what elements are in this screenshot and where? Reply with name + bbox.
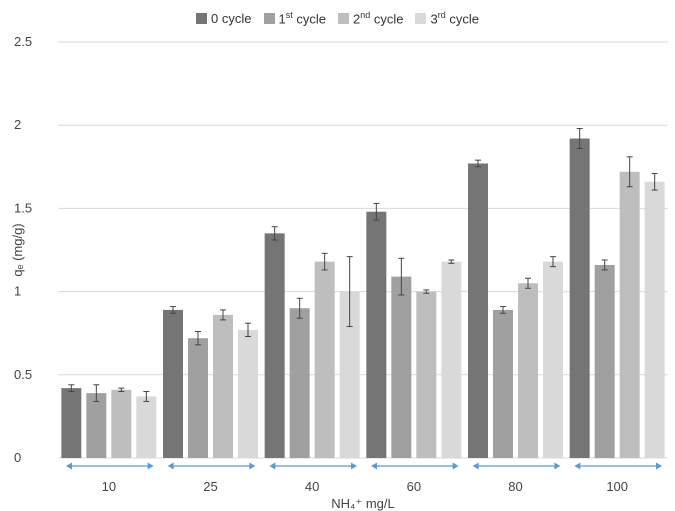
y-tick-label: 0	[14, 450, 21, 465]
y-tick-label: 1	[14, 284, 21, 299]
legend-label: 1st cycle	[278, 10, 326, 27]
bar	[569, 138, 590, 458]
legend-swatch	[337, 12, 349, 24]
legend-item: 2nd cycle	[337, 10, 404, 27]
arrow-head-left	[472, 462, 479, 470]
arrow-head-left	[269, 462, 276, 470]
bar	[416, 291, 437, 458]
bar	[594, 264, 615, 458]
bar	[136, 396, 157, 458]
bar	[441, 261, 462, 458]
x-tick-label: 40	[305, 479, 319, 494]
x-tick-label: 80	[508, 479, 522, 494]
legend-swatch	[263, 12, 275, 24]
y-axis-title: qₑ (mg/g)	[10, 223, 25, 276]
arrow-head-left	[167, 462, 174, 470]
legend-swatch	[196, 12, 208, 24]
bar	[391, 276, 412, 458]
legend-item: 1st cycle	[263, 10, 326, 27]
arrow-head-right	[351, 462, 357, 470]
arrow-head-right	[147, 462, 154, 470]
bar	[468, 163, 488, 459]
arrow-head-right	[554, 462, 561, 470]
arrow-head-right	[656, 462, 662, 470]
bar	[163, 309, 183, 458]
bar	[644, 181, 665, 458]
x-tick-label: 100	[606, 479, 628, 494]
legend-item: 0 cycle	[196, 10, 252, 26]
y-tick-label: 0.5	[14, 367, 32, 382]
arrow-head-right	[249, 462, 256, 470]
x-tick-label: 60	[407, 479, 421, 494]
legend-label: 3rd cycle	[430, 10, 479, 27]
bar	[314, 261, 335, 458]
bar	[339, 291, 360, 458]
y-tick-label: 2.5	[14, 34, 32, 49]
bar	[111, 389, 132, 458]
bar	[289, 308, 310, 458]
legend-label: 0 cycle	[211, 10, 252, 26]
x-axis-title: NH₄⁺ mg/L	[331, 496, 394, 511]
legend-label: 2nd cycle	[352, 10, 404, 27]
arrow-head-left	[66, 462, 72, 470]
x-tick-label: 10	[102, 479, 116, 494]
bar	[619, 171, 640, 459]
legend-item: 3rd cycle	[415, 10, 479, 27]
arrow-head-left	[371, 462, 377, 470]
bar	[238, 329, 258, 458]
x-tick-label: 25	[203, 479, 217, 494]
bar	[543, 261, 563, 458]
bar	[264, 233, 285, 458]
arrow-head-right	[452, 462, 459, 470]
y-tick-label: 2	[14, 117, 21, 132]
bar	[366, 211, 387, 458]
bar	[518, 283, 538, 458]
bar	[493, 309, 513, 458]
bar	[61, 388, 82, 458]
bar	[188, 338, 208, 458]
y-tick-label: 1.5	[14, 200, 32, 215]
arrow-head-left	[574, 462, 581, 470]
bar	[213, 314, 233, 458]
chart-legend: 0 cycle 1st cycle 2nd cycle 3rd cycle	[0, 10, 675, 26]
bar	[86, 393, 107, 458]
legend-swatch	[415, 12, 427, 24]
